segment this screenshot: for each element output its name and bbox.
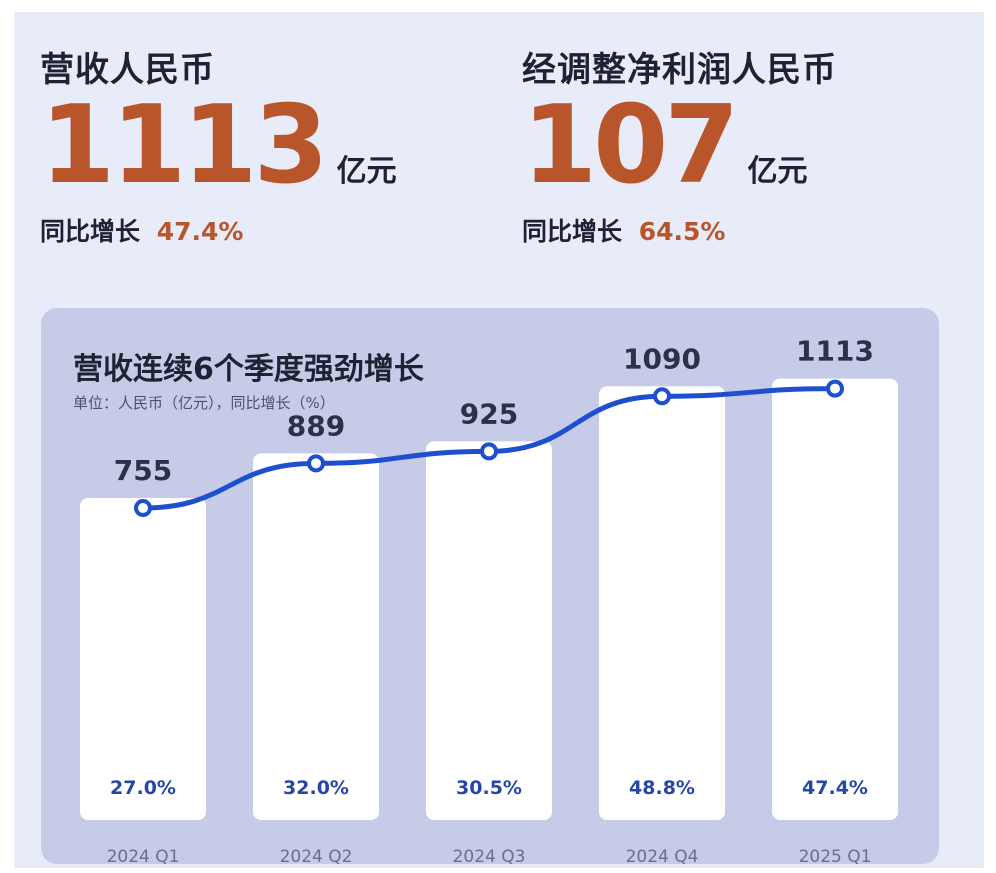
line-point-1 xyxy=(134,499,152,518)
revenue-label: 营收人民币 xyxy=(40,50,215,90)
chart-title: 营收连续6个季度强劲增长 xyxy=(73,352,424,387)
bar-2 xyxy=(253,453,379,820)
revenue-chart: 27.0% 2024 Q1 32.0% 2024 Q2 30.5% 2024 Q3 48.8… xyxy=(80,335,898,864)
profit-growth-value: 64.5% xyxy=(638,216,726,246)
profit-value: 107 xyxy=(522,83,739,208)
category-label-4: 2024 Q4 xyxy=(626,847,699,864)
bar-3 xyxy=(426,441,552,820)
chart-subtitle: 单位：人民币（亿元），同比增长（%） xyxy=(73,394,335,412)
line-point-5 xyxy=(826,379,844,398)
line-point-2 xyxy=(307,454,325,473)
growth-label-5: 47.4% xyxy=(802,777,868,799)
growth-label-4: 48.8% xyxy=(629,777,695,799)
category-label-2: 2024 Q2 xyxy=(280,847,353,864)
growth-label-1: 27.0% xyxy=(110,777,176,799)
profit-label: 经调整净利润人民币 xyxy=(522,50,837,90)
revenue-unit: 亿元 xyxy=(336,153,397,189)
category-label-3: 2024 Q3 xyxy=(453,847,526,864)
growth-label-2: 32.0% xyxy=(283,777,349,799)
line-point-3 xyxy=(480,442,498,461)
line-point-4 xyxy=(653,387,671,406)
category-label-1: 2024 Q1 xyxy=(107,847,180,864)
category-label-5: 2025 Q1 xyxy=(799,847,872,864)
value-label-2: 889 xyxy=(287,409,345,442)
value-label-3: 925 xyxy=(460,397,518,430)
value-label-5: 1113 xyxy=(796,335,874,368)
profit-unit: 亿元 xyxy=(747,153,808,189)
profit-growth-label: 同比增长 xyxy=(522,216,623,246)
revenue-kpi: 营收人民币 1113 亿元 同比增长 47.4% xyxy=(40,42,397,248)
infographic-frame: 营收人民币 1113 亿元 同比增长 47.4% 经调整净利润人民币 107 亿… xyxy=(14,12,984,868)
bar-5 xyxy=(772,378,898,820)
bar-4 xyxy=(599,386,725,820)
growth-label-3: 30.5% xyxy=(456,777,522,799)
profit-kpi: 经调整净利润人民币 107 亿元 同比增长 64.5% xyxy=(522,42,837,248)
revenue-growth-label: 同比增长 xyxy=(40,216,141,246)
bar-1 xyxy=(80,498,206,820)
value-label-1: 755 xyxy=(114,454,172,487)
value-label-4: 1090 xyxy=(623,342,701,375)
revenue-growth-value: 47.4% xyxy=(156,216,244,246)
chart-panel: 营收连续6个季度强劲增长 单位：人民币（亿元），同比增长（%） 27.0% 202… xyxy=(41,308,939,864)
revenue-value: 1113 xyxy=(40,83,329,208)
